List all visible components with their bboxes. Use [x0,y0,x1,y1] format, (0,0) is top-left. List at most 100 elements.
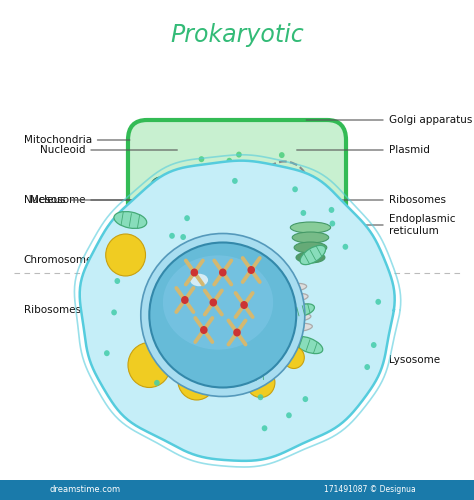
Circle shape [169,233,175,239]
Circle shape [304,196,310,202]
Circle shape [197,198,203,204]
Circle shape [233,328,241,336]
Ellipse shape [283,314,311,322]
Circle shape [278,222,284,228]
Circle shape [365,364,370,370]
Circle shape [210,298,217,306]
FancyBboxPatch shape [0,480,474,500]
Circle shape [278,178,283,184]
Circle shape [236,152,242,158]
Circle shape [185,220,191,226]
Circle shape [219,268,227,276]
Circle shape [199,156,204,162]
Text: 171491087 © Designua: 171491087 © Designua [324,486,416,494]
Circle shape [262,167,268,173]
FancyBboxPatch shape [128,120,346,260]
Circle shape [329,220,335,226]
Ellipse shape [149,242,296,388]
Circle shape [247,266,255,274]
Circle shape [328,207,334,213]
Text: Chromosome: Chromosome [24,255,168,265]
Circle shape [229,178,235,184]
Text: Endoplasmic
reticulum: Endoplasmic reticulum [304,214,455,236]
Circle shape [180,234,186,240]
Circle shape [115,278,120,284]
Ellipse shape [190,274,208,286]
Ellipse shape [141,234,305,396]
Text: Ribosomes: Ribosomes [287,195,446,205]
Ellipse shape [282,304,310,312]
Circle shape [200,326,208,334]
Text: Lysosome: Lysosome [304,355,440,365]
Circle shape [371,342,376,348]
Circle shape [259,186,265,192]
Ellipse shape [290,222,331,233]
Ellipse shape [279,284,307,292]
Circle shape [232,178,238,184]
Circle shape [258,394,264,400]
Circle shape [303,206,309,212]
Ellipse shape [281,294,308,302]
Text: Plasmid: Plasmid [297,145,429,155]
Circle shape [301,210,306,216]
Circle shape [203,195,209,201]
Text: Golgi apparatus: Golgi apparatus [306,115,472,125]
Circle shape [375,299,381,305]
Circle shape [104,350,109,356]
Circle shape [178,360,216,400]
Circle shape [302,396,308,402]
Circle shape [343,244,348,250]
Ellipse shape [153,190,167,196]
Ellipse shape [292,304,314,316]
Circle shape [154,380,160,386]
Circle shape [207,207,213,213]
Ellipse shape [294,242,327,253]
Circle shape [200,183,206,189]
Circle shape [249,199,255,205]
Ellipse shape [153,182,167,188]
Circle shape [202,172,208,178]
Circle shape [128,342,171,388]
Ellipse shape [300,246,326,264]
Polygon shape [80,160,395,461]
Text: Mitochondria: Mitochondria [24,135,130,145]
Circle shape [160,188,165,194]
Circle shape [111,310,117,316]
Circle shape [235,182,241,188]
Circle shape [227,158,232,164]
Ellipse shape [242,368,270,382]
Circle shape [191,268,198,276]
Ellipse shape [153,186,167,192]
Circle shape [181,296,189,304]
Circle shape [224,178,229,184]
Text: Ribosomes: Ribosomes [24,305,163,315]
Circle shape [298,214,303,220]
Text: Nucleoid: Nucleoid [40,145,177,155]
Ellipse shape [150,178,171,205]
Ellipse shape [293,336,323,353]
Circle shape [275,194,281,200]
Circle shape [264,182,270,188]
Circle shape [279,152,284,158]
Circle shape [248,180,254,186]
Circle shape [283,346,304,368]
Text: Eukaryotic: Eukaryotic [167,273,307,299]
Circle shape [246,368,275,398]
Ellipse shape [296,252,325,263]
Circle shape [194,218,200,224]
Circle shape [253,182,258,188]
Ellipse shape [292,232,329,243]
Text: dreamstime.com: dreamstime.com [50,486,121,494]
Circle shape [246,170,252,176]
Circle shape [280,176,285,182]
Ellipse shape [163,256,273,350]
Circle shape [292,186,298,192]
Circle shape [106,234,146,276]
Ellipse shape [114,212,147,228]
Text: Prokaryotic: Prokaryotic [170,23,304,47]
Circle shape [240,301,248,309]
Circle shape [286,412,292,418]
Text: Nucleus: Nucleus [24,195,154,205]
Circle shape [262,426,267,432]
Circle shape [184,215,190,221]
